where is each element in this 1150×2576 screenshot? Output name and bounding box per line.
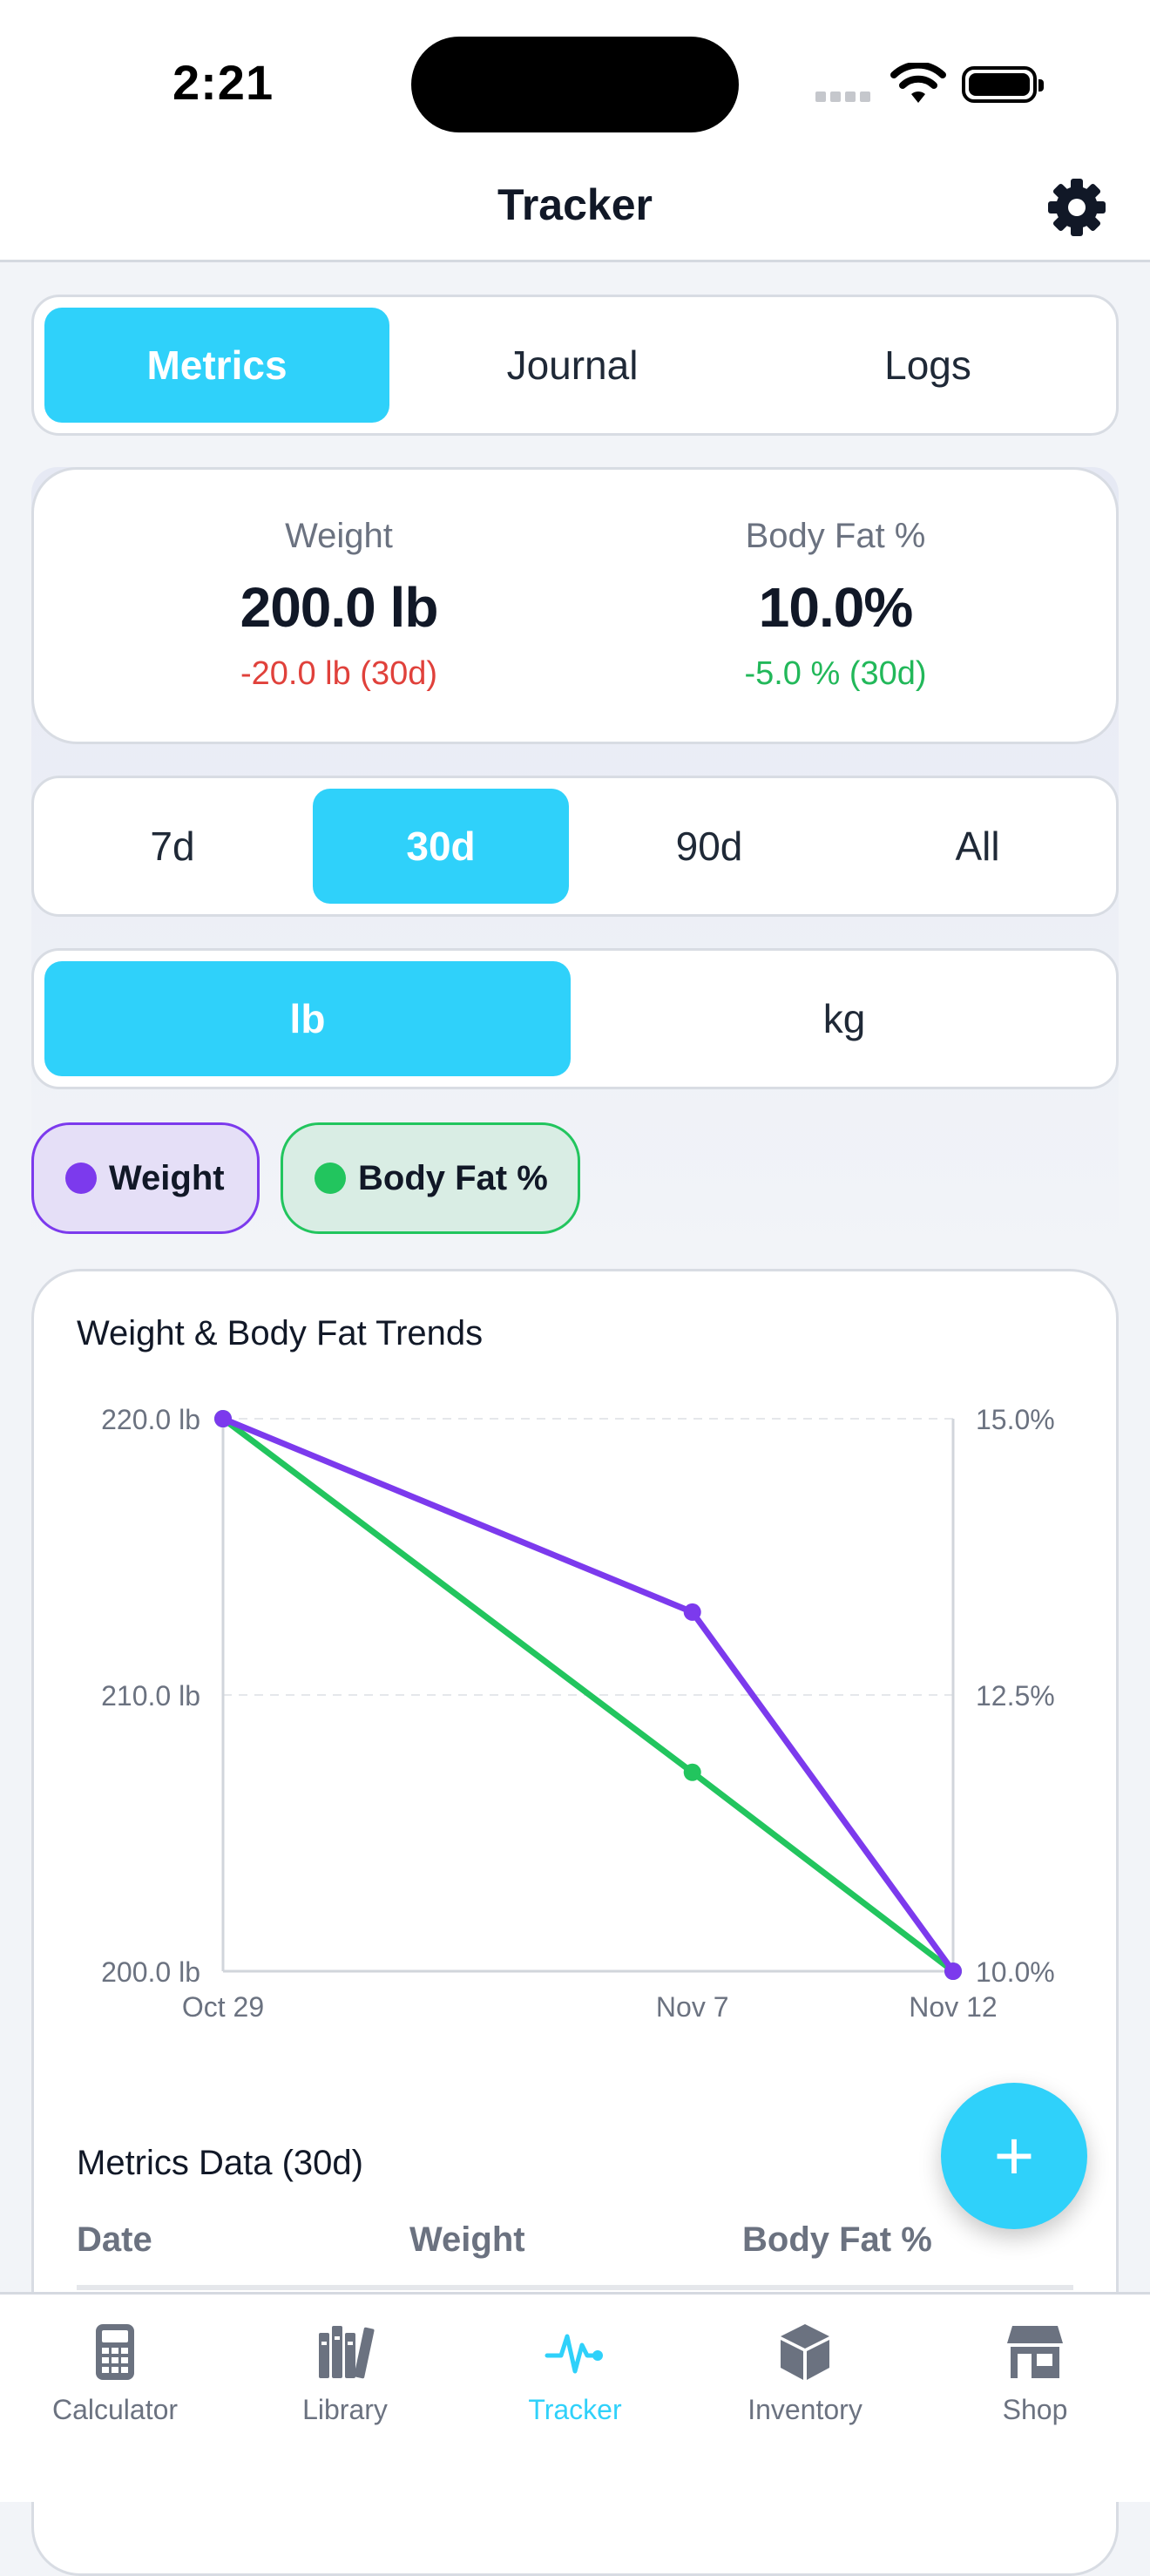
- y-right-tick-label: 10.0%: [976, 1956, 1055, 1988]
- x-tick-label: Oct 29: [182, 1991, 264, 2023]
- weight-label: Weight: [285, 517, 393, 555]
- data-point: [214, 1410, 232, 1427]
- calculator-icon: [96, 2324, 134, 2380]
- unit-selector: lb kg: [31, 948, 1119, 1089]
- body-fat-change: -5.0 % (30d): [744, 655, 927, 692]
- tab-library-label: Library: [302, 2394, 388, 2425]
- weight-change: -20.0 lb (30d): [240, 655, 437, 692]
- data-point: [683, 1763, 701, 1781]
- table-header-weight: Weight: [409, 2220, 525, 2259]
- x-tick-label: Nov 12: [909, 1991, 997, 2023]
- y-right-tick-label: 15.0%: [976, 1404, 1055, 1435]
- range-all[interactable]: All: [955, 824, 1000, 869]
- wifi-icon: [890, 63, 946, 103]
- y-left-tick-label: 210.0 lb: [101, 1680, 200, 1712]
- weight-series-toggle[interactable]: Weight: [31, 1122, 260, 1234]
- x-tick-label: Nov 7: [656, 1991, 729, 2023]
- body-fat-stat: Body Fat % 10.0% -5.0 % (30d): [609, 517, 1062, 693]
- tab-logs[interactable]: Logs: [884, 342, 971, 388]
- bottom-tab-bar: Calculator Library Tracker Inventory: [0, 2292, 1150, 2502]
- tab-tracker[interactable]: Tracker: [460, 2321, 690, 2426]
- unit-lb[interactable]: lb: [44, 961, 571, 1076]
- body-fat-legend-dot: [315, 1163, 346, 1194]
- tab-calculator-label: Calculator: [51, 2394, 179, 2425]
- tab-shop-label: Shop: [1002, 2394, 1068, 2425]
- data-point: [944, 1963, 962, 1980]
- range-7d[interactable]: 7d: [150, 824, 195, 869]
- chart-title: Weight & Body Fat Trends: [77, 1314, 484, 1352]
- tab-calculator[interactable]: Calculator: [0, 2321, 230, 2426]
- main-tabs: Metrics Journal Logs: [31, 295, 1119, 436]
- summary-card: Weight 200.0 lb -20.0 lb (30d) Body Fat …: [31, 467, 1119, 744]
- data-point: [683, 1603, 701, 1621]
- add-entry-button[interactable]: +: [941, 2083, 1087, 2229]
- range-90d[interactable]: 90d: [675, 824, 743, 869]
- unit-kg[interactable]: kg: [822, 996, 866, 1041]
- metrics-table-title: Metrics Data (30d): [77, 2144, 363, 2182]
- y-left-tick-label: 200.0 lb: [101, 1956, 200, 1988]
- cellular-signal-icon: [815, 91, 875, 106]
- heartbeat-icon: [545, 2334, 603, 2374]
- tab-library[interactable]: Library: [230, 2321, 460, 2426]
- body-fat-label: Body Fat %: [745, 517, 926, 555]
- range-30d[interactable]: 30d: [313, 789, 569, 904]
- tab-inventory-label: Inventory: [748, 2394, 862, 2425]
- range-selector: 7d 30d 90d All: [31, 776, 1119, 917]
- dynamic-island: [411, 37, 739, 132]
- page-title: Tracker: [497, 180, 653, 229]
- cube-icon: [781, 2324, 829, 2380]
- y-left-tick-label: 220.0 lb: [101, 1404, 200, 1435]
- weight-legend-dot: [65, 1163, 97, 1194]
- table-header-divider: [77, 2285, 1073, 2290]
- status-time: 2:21: [172, 55, 274, 110]
- tab-shop[interactable]: Shop: [920, 2321, 1150, 2426]
- weight-stat: Weight 200.0 lb -20.0 lb (30d): [112, 517, 565, 693]
- trend-chart: 220.0 lb 210.0 lb 200.0 lb 15.0% 12.5% 10.0% O…: [101, 1404, 1055, 2023]
- store-icon: [1007, 2326, 1063, 2378]
- tab-journal[interactable]: Journal: [506, 342, 639, 388]
- books-icon: [319, 2326, 375, 2379]
- table-header-body-fat: Body Fat %: [742, 2220, 932, 2259]
- navigation-bar: Tracker: [0, 157, 1150, 262]
- battery-icon: [962, 66, 1044, 103]
- status-bar: 2:21: [0, 0, 1150, 157]
- weight-chip-label: Weight: [109, 1158, 225, 1197]
- weight-value: 200.0 lb: [240, 576, 439, 639]
- tab-inventory[interactable]: Inventory: [690, 2321, 920, 2426]
- settings-gear-icon[interactable]: [1045, 176, 1108, 239]
- y-right-tick-label: 12.5%: [976, 1680, 1055, 1712]
- tab-metrics[interactable]: Metrics: [44, 308, 389, 423]
- table-header-date: Date: [77, 2220, 152, 2259]
- series-line: [220, 1415, 957, 1975]
- body-fat-series-toggle[interactable]: Body Fat %: [281, 1122, 580, 1234]
- tab-tracker-label: Tracker: [528, 2394, 622, 2425]
- body-fat-value: 10.0%: [758, 576, 913, 639]
- body-fat-chip-label: Body Fat %: [358, 1158, 548, 1197]
